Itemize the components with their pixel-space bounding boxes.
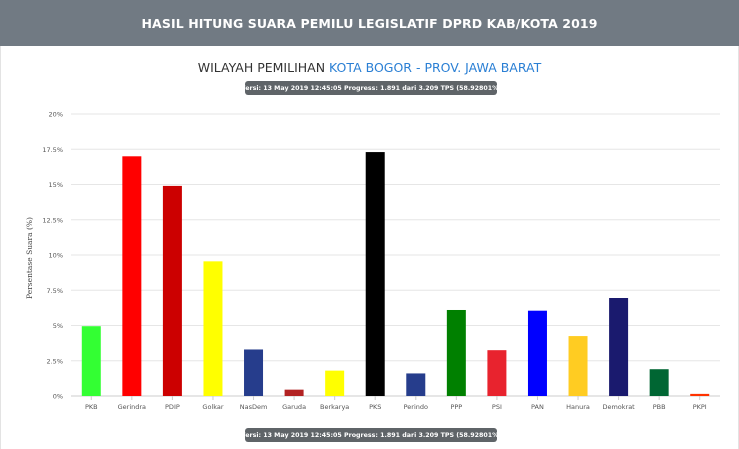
y-tick-label: 2.5% xyxy=(46,357,63,365)
y-tick-label: 0% xyxy=(53,393,63,401)
bar-pkb xyxy=(81,326,101,396)
x-tick-label: PDIP xyxy=(165,403,180,411)
bar-demokrat xyxy=(609,298,629,396)
x-tick-label: PBB xyxy=(653,403,666,411)
version-badge-text: Versi: 13 May 2019 12:45:05 Progress: 1.… xyxy=(240,431,502,439)
bar-ppp xyxy=(446,309,466,396)
bar-gerindra xyxy=(122,156,142,396)
x-tick-label: PKB xyxy=(85,403,98,411)
y-tick-label: 17.5% xyxy=(42,146,63,154)
y-tick-label: 7.5% xyxy=(46,287,63,295)
x-tick-label: Demokrat xyxy=(602,403,635,411)
y-tick-label: 12.5% xyxy=(42,216,63,224)
bar-perindo xyxy=(406,373,426,396)
bar-golkar xyxy=(203,261,223,396)
bar-garuda xyxy=(284,389,304,396)
version-badge-text: Versi: 13 May 2019 12:45:05 Progress: 1.… xyxy=(240,84,502,92)
header-title: HASIL HITUNG SUARA PEMILU LEGISLATIF DPR… xyxy=(141,15,598,31)
bar-psi xyxy=(487,350,507,396)
y-axis-label: Persentase Suara (%) xyxy=(25,217,34,299)
x-tick-label: PAN xyxy=(531,403,544,411)
bar-pdip xyxy=(162,185,182,396)
bar-pbb xyxy=(649,369,669,396)
x-tick-label: PSI xyxy=(492,403,502,411)
x-tick-label: Gerindra xyxy=(118,403,146,411)
version-badge-top: Versi: 13 May 2019 12:45:05 Progress: 1.… xyxy=(241,81,501,95)
bar-nasdem xyxy=(244,349,264,396)
bar-pkpi xyxy=(690,393,710,396)
x-tick-label: Perindo xyxy=(404,403,428,411)
y-tick-label: 10% xyxy=(49,252,63,260)
x-tick-label: Garuda xyxy=(282,403,306,411)
x-tick-label: Golkar xyxy=(202,403,223,411)
bar-berkarya xyxy=(325,370,345,396)
x-tick-label: NasDem xyxy=(240,403,268,411)
x-tick-label: PPP xyxy=(450,403,462,411)
version-badge-bottom: Versi: 13 May 2019 12:45:05 Progress: 1.… xyxy=(241,428,501,442)
x-tick-label: Berkarya xyxy=(320,403,349,411)
bar-pan xyxy=(527,310,547,396)
bar-pks xyxy=(365,152,385,396)
y-tick-label: 20% xyxy=(49,111,63,119)
y-tick-label: 15% xyxy=(49,181,63,189)
bar-hanura xyxy=(568,336,588,396)
page-header: HASIL HITUNG SUARA PEMILU LEGISLATIF DPR… xyxy=(0,0,739,46)
subtitle-prefix: WILAYAH PEMILIHAN xyxy=(197,60,326,75)
x-tick-label: PKPI xyxy=(693,403,707,411)
x-tick-label: Hanura xyxy=(566,403,590,411)
y-tick-label: 5% xyxy=(53,322,63,330)
chart-subtitle: WILAYAH PEMILIHAN KOTA BOGOR - PROV. JAW… xyxy=(0,60,739,75)
region-link[interactable]: KOTA BOGOR - PROV. JAWA BARAT xyxy=(329,60,542,75)
x-tick-label: PKS xyxy=(369,403,381,411)
bar-chart: 0% 2.5% 5% 7.5% 10% 12.5% 15% 17.5% 20% Persentas… xyxy=(25,111,720,411)
